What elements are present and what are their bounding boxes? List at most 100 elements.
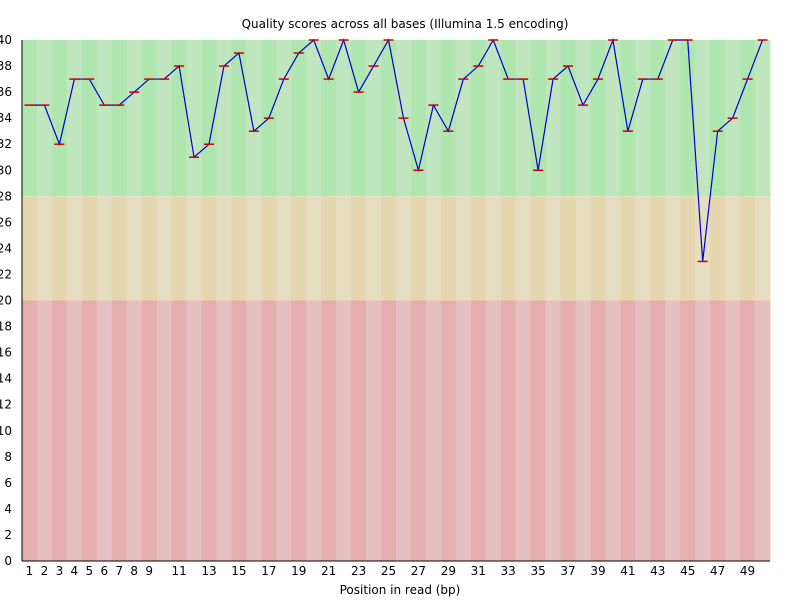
band-0-column-36 [545, 40, 562, 197]
band-1-column-45 [680, 196, 696, 301]
band-2-column-39 [590, 300, 606, 561]
band-2-column-32 [485, 300, 502, 561]
band-1-column-29 [440, 196, 457, 301]
y-tick-label-18: 18 [0, 320, 12, 334]
y-tick-label-14: 14 [0, 372, 12, 386]
band-2-column-44 [665, 300, 681, 561]
band-1-column-24 [366, 196, 382, 301]
y-tick-label-8: 8 [4, 450, 12, 464]
band-1-column-17 [261, 196, 277, 301]
x-tick-label-2: 2 [41, 564, 49, 578]
band-2-column-27 [410, 300, 427, 561]
x-tick-label-4: 4 [71, 564, 79, 578]
band-1-column-50 [755, 196, 771, 301]
band-1-column-28 [425, 196, 442, 301]
band-2-column-33 [500, 300, 517, 561]
x-tick-label-21: 21 [321, 564, 336, 578]
band-0-column-44 [665, 40, 681, 197]
band-2-column-28 [425, 300, 442, 561]
x-tick-label-17: 17 [261, 564, 276, 578]
x-tick-label-1: 1 [26, 564, 34, 578]
x-tick-label-5: 5 [85, 564, 93, 578]
x-tick-label-6: 6 [100, 564, 108, 578]
band-0-column-3 [51, 40, 68, 197]
band-2-column-3 [51, 300, 68, 561]
band-1-column-11 [171, 196, 188, 301]
band-0-column-37 [560, 40, 577, 197]
band-2-column-37 [560, 300, 577, 561]
band-1-column-4 [66, 196, 83, 301]
band-0-column-35 [530, 40, 547, 197]
band-0-column-42 [635, 40, 651, 197]
band-2-column-46 [695, 300, 711, 561]
band-1-column-38 [575, 196, 591, 301]
y-tick-label-34: 34 [0, 111, 12, 125]
band-0-column-38 [575, 40, 591, 197]
band-1-column-27 [410, 196, 427, 301]
band-2-column-19 [291, 300, 307, 561]
band-0-column-40 [605, 40, 621, 197]
band-2-column-29 [440, 300, 457, 561]
band-2-column-14 [216, 300, 232, 561]
band-0-column-24 [366, 40, 382, 197]
band-2-column-16 [246, 300, 262, 561]
band-1-column-34 [515, 196, 532, 301]
band-1-column-5 [81, 196, 98, 301]
x-tick-label-3: 3 [56, 564, 64, 578]
band-2-column-21 [321, 300, 337, 561]
band-1-column-7 [111, 196, 128, 301]
band-0-column-14 [216, 40, 232, 197]
x-tick-label-39: 39 [590, 564, 605, 578]
band-2-column-22 [336, 300, 352, 561]
band-2-column-41 [620, 300, 636, 561]
x-tick-label-33: 33 [501, 564, 516, 578]
band-1-column-10 [156, 196, 173, 301]
band-0-column-1 [22, 40, 38, 197]
band-2-column-26 [396, 300, 412, 561]
band-2-column-50 [755, 300, 771, 561]
band-0-column-18 [276, 40, 292, 197]
band-2-column-31 [470, 300, 487, 561]
x-axis-label: Position in read (bp) [340, 583, 461, 597]
band-2-column-23 [351, 300, 367, 561]
band-0-column-20 [306, 40, 322, 197]
x-tick-labels: 1 2 3 4 5 6 7 8 9 11 13 15 17 19 21 23 25 27 29 31 33 35 37 39 4… [26, 564, 756, 578]
band-2-column-13 [201, 300, 217, 561]
band-2-column-20 [306, 300, 322, 561]
band-0-column-22 [336, 40, 352, 197]
band-0-column-13 [201, 40, 217, 197]
band-2-column-38 [575, 300, 591, 561]
band-1-column-14 [216, 196, 232, 301]
band-2-column-11 [171, 300, 188, 561]
band-1-column-16 [246, 196, 262, 301]
band-0-column-47 [710, 40, 726, 197]
band-0-column-9 [141, 40, 158, 197]
quality-markers [24, 39, 768, 263]
x-tick-label-25: 25 [381, 564, 396, 578]
band-2-column-1 [22, 300, 38, 561]
band-1-column-23 [351, 196, 367, 301]
band-0-column-46 [695, 40, 711, 197]
band-1-column-47 [710, 196, 726, 301]
x-tick-label-35: 35 [530, 564, 545, 578]
band-2-column-4 [66, 300, 83, 561]
band-2-column-10 [156, 300, 173, 561]
band-0-column-7 [111, 40, 128, 197]
x-tick-label-29: 29 [441, 564, 456, 578]
x-tick-label-43: 43 [650, 564, 665, 578]
y-tick-label-20: 20 [0, 294, 12, 308]
band-0-column-33 [500, 40, 517, 197]
band-2-column-5 [81, 300, 98, 561]
band-0-column-15 [231, 40, 247, 197]
band-2-column-43 [650, 300, 666, 561]
band-0-column-10 [156, 40, 173, 197]
band-2-column-15 [231, 300, 247, 561]
band-2-column-2 [36, 300, 53, 561]
band-1-column-13 [201, 196, 217, 301]
y-tick-label-40: 40 [0, 33, 12, 47]
x-tick-label-49: 49 [740, 564, 755, 578]
band-1-column-15 [231, 196, 247, 301]
quality-bands [22, 40, 771, 561]
band-2-column-12 [186, 300, 203, 561]
